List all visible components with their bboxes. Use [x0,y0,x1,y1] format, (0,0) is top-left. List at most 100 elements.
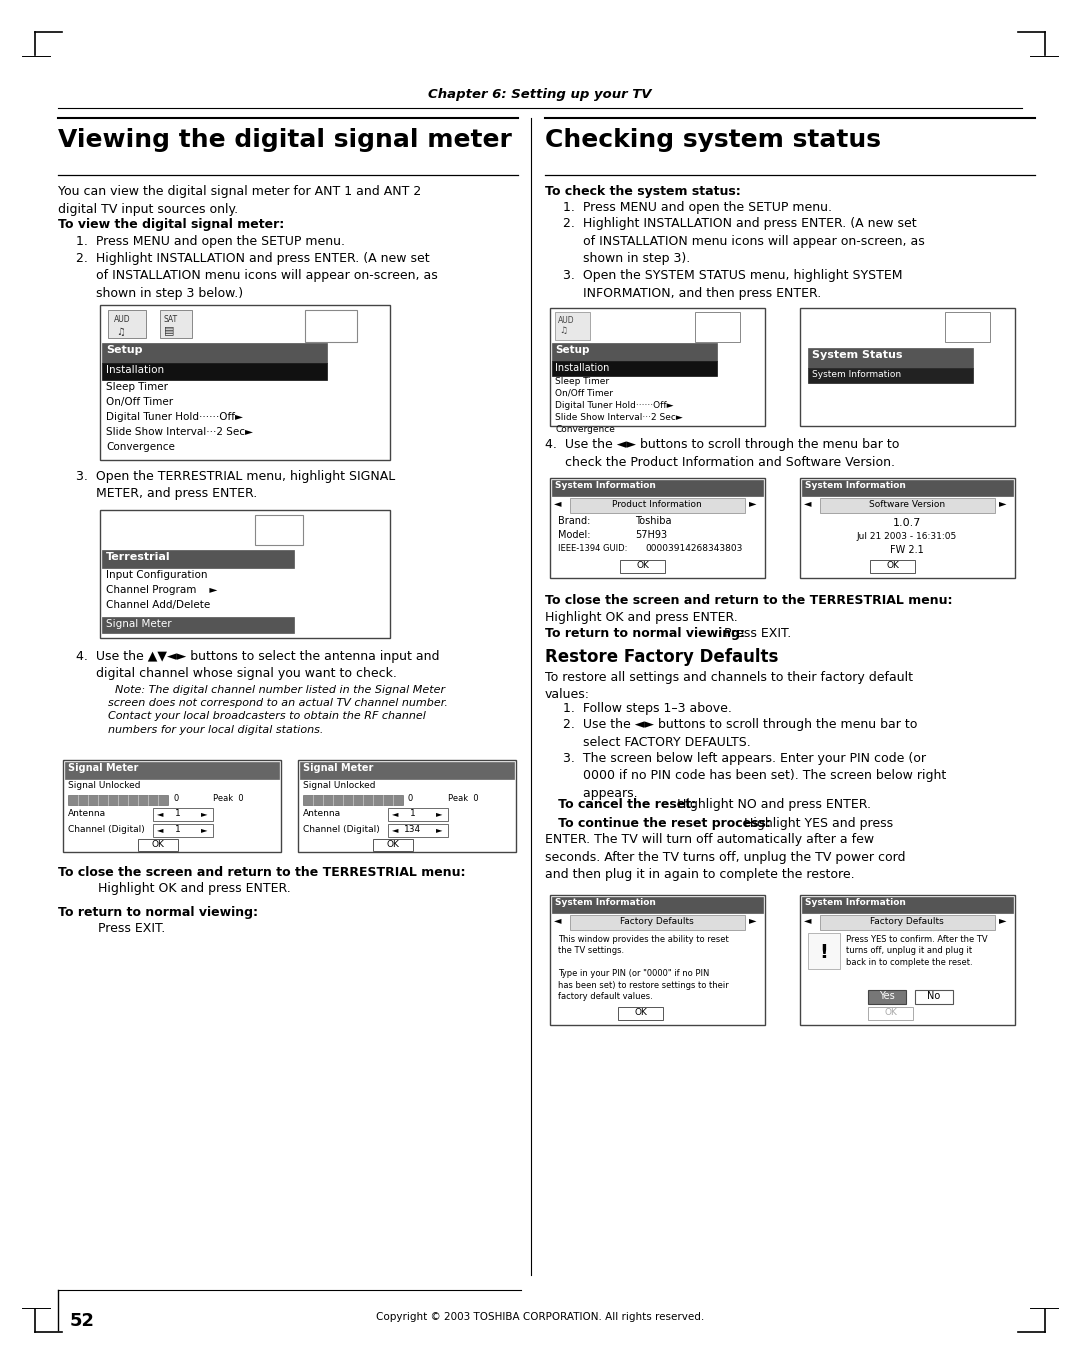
Bar [255,516,303,546]
Text: 52: 52 [70,1312,95,1330]
Text: Note: The digital channel number listed in the Signal Meter
screen does not corr: Note: The digital channel number listed … [108,685,448,735]
Text: Software Version: Software Version [869,501,945,509]
Bar [802,480,1013,496]
Text: Setup: Setup [555,345,590,355]
Bar [550,895,765,1024]
Bar [373,839,413,851]
Text: Yes: Yes [879,992,895,1001]
Text: ►: ► [436,809,443,818]
Text: To return to normal viewing:: To return to normal viewing: [545,627,745,640]
Bar [570,498,745,513]
Bar [808,933,840,968]
Bar [800,477,1015,578]
Bar [552,480,762,496]
Bar [820,915,995,930]
Text: This window provides the ability to reset
the TV settings.

Type in your PIN (or: This window provides the ability to rese… [558,934,729,1001]
Text: 57H93: 57H93 [635,531,667,540]
Text: Highlight YES and press: Highlight YES and press [740,817,893,831]
Text: System Information: System Information [812,370,901,379]
Text: 2.  Highlight INSTALLATION and press ENTER. (A new set
     of INSTALLATION menu: 2. Highlight INSTALLATION and press ENTE… [563,217,924,265]
Bar [800,308,1015,426]
Text: 1: 1 [175,825,180,833]
Text: OK: OK [635,1008,647,1018]
Text: Signal Meter: Signal Meter [106,619,172,629]
Text: On/Off Timer: On/Off Timer [106,397,173,406]
Text: Slide Show Interval···2 Sec►: Slide Show Interval···2 Sec► [106,427,253,436]
Text: To close the screen and return to the TERRESTRIAL menu:: To close the screen and return to the TE… [545,593,953,607]
Text: Antenna: Antenna [303,809,341,818]
Text: Press EXIT.: Press EXIT. [98,922,165,934]
Text: ♫: ♫ [559,326,567,336]
Text: Sleep Timer: Sleep Timer [555,376,609,386]
Text: 00003914268343803: 00003914268343803 [645,544,742,552]
Text: Peak  0: Peak 0 [448,794,478,803]
Bar [945,312,990,342]
Text: 0: 0 [173,794,178,803]
Text: To view the digital signal meter:: To view the digital signal meter: [58,218,284,231]
Bar [102,342,327,363]
Bar [100,306,390,460]
Text: 1: 1 [175,809,180,818]
Bar [870,561,915,573]
Text: 1: 1 [410,809,416,818]
Text: To cancel the reset:: To cancel the reset: [545,798,697,812]
Bar [800,895,1015,1024]
Text: ENTER. The TV will turn off automatically after a few
seconds. After the TV turn: ENTER. The TV will turn off automaticall… [545,833,905,881]
Bar [552,898,762,913]
Bar [153,807,213,821]
Text: To restore all settings and channels to their factory default
values:: To restore all settings and channels to … [545,671,913,701]
Text: Restore Factory Defaults: Restore Factory Defaults [545,648,779,666]
Text: Press EXIT.: Press EXIT. [720,627,792,640]
Text: You can view the digital signal meter for ANT 1 and ANT 2
digital TV input sourc: You can view the digital signal meter fo… [58,186,421,216]
Text: ►: ► [750,915,756,925]
Text: 3.  Open the SYSTEM STATUS menu, highlight SYSTEM
     INFORMATION, and then pre: 3. Open the SYSTEM STATUS menu, highligh… [563,269,903,300]
Text: ◄: ◄ [554,498,562,507]
Bar [552,361,717,376]
Text: 4.  Use the ▲▼◄► buttons to select the antenna input and
     digital channel wh: 4. Use the ▲▼◄► buttons to select the an… [76,651,440,681]
Bar [808,368,973,383]
Text: 3.  The screen below left appears. Enter your PIN code (or
     0000 if no PIN c: 3. The screen below left appears. Enter … [563,752,946,801]
Bar [808,348,973,368]
Text: System Information: System Information [805,898,906,907]
Bar [102,617,294,633]
Text: Factory Defaults: Factory Defaults [870,917,944,926]
Text: !: ! [820,943,828,962]
Text: To continue the reset process:: To continue the reset process: [545,817,771,831]
Bar [108,310,146,338]
Text: Factory Defaults: Factory Defaults [620,917,693,926]
Text: OK: OK [151,840,164,848]
Text: 0: 0 [408,794,414,803]
Text: OK: OK [885,1008,897,1018]
Bar [388,807,448,821]
Text: Input Configuration: Input Configuration [106,570,207,580]
Bar [915,990,953,1004]
Text: Sleep Timer: Sleep Timer [106,382,168,391]
Text: Installation: Installation [106,366,164,375]
Text: 134: 134 [404,825,421,833]
Bar [102,550,294,567]
Text: Terrestrial: Terrestrial [106,552,171,562]
Text: No: No [928,992,941,1001]
Text: Peak  0: Peak 0 [213,794,244,803]
Text: Signal Meter: Signal Meter [303,762,374,773]
Bar [618,1007,663,1020]
Text: Installation: Installation [555,363,609,372]
Text: 3.  Open the TERRESTRIAL menu, highlight SIGNAL
     METER, and press ENTER.: 3. Open the TERRESTRIAL menu, highlight … [76,471,395,501]
Bar [802,898,1013,913]
Text: 1.0.7: 1.0.7 [893,518,921,528]
Text: Convergence: Convergence [106,442,175,451]
Text: FW 2.1: FW 2.1 [890,546,923,555]
Text: OK: OK [636,561,649,570]
Bar [138,839,178,851]
Text: To return to normal viewing:: To return to normal viewing: [58,906,258,919]
Text: ◄: ◄ [392,809,399,818]
Text: Product Information: Product Information [612,501,702,509]
Text: 1.  Press MENU and open the SETUP menu.: 1. Press MENU and open the SETUP menu. [563,201,832,214]
Text: AUD: AUD [114,315,131,325]
Text: Highlight OK and press ENTER.: Highlight OK and press ENTER. [545,611,738,623]
Bar [303,795,403,805]
Text: ◄: ◄ [157,825,163,833]
Text: Channel Program    ►: Channel Program ► [106,585,217,595]
Bar [555,312,590,340]
Text: Signal Unlocked: Signal Unlocked [303,782,376,790]
